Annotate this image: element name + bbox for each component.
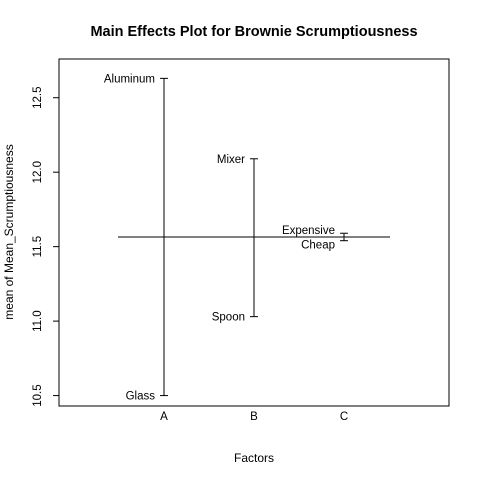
level-label-cheap: Cheap (301, 240, 335, 252)
y-tick-label: 12.5 (32, 87, 44, 109)
level-label-aluminum: Aluminum (104, 73, 155, 85)
level-label-mixer: Mixer (217, 154, 245, 166)
level-label-spoon: Spoon (212, 312, 245, 324)
x-axis: A B C (160, 411, 348, 423)
factor-label-a: A (160, 411, 168, 423)
factor-label-c: C (340, 411, 348, 423)
y-tick-label: 11.0 (32, 310, 44, 332)
effects-layer: Aluminum Glass Mixer Spoon Expensive Cheap (104, 73, 348, 403)
x-axis-label: Factors (234, 451, 274, 465)
y-tick-label: 11.5 (32, 236, 44, 258)
factor-label-b: B (250, 411, 258, 423)
level-label-glass: Glass (126, 391, 156, 403)
y-tick-label: 12.0 (32, 161, 44, 183)
chart-title: Main Effects Plot for Brownie Scrumptiou… (90, 24, 417, 40)
level-label-expensive: Expensive (282, 225, 335, 237)
y-tick-label: 10.5 (32, 384, 44, 406)
y-axis: 10.5 11.0 11.5 12.0 12.5 (32, 87, 60, 407)
y-axis-label: mean of Mean_Scrumptiousness (2, 144, 16, 319)
